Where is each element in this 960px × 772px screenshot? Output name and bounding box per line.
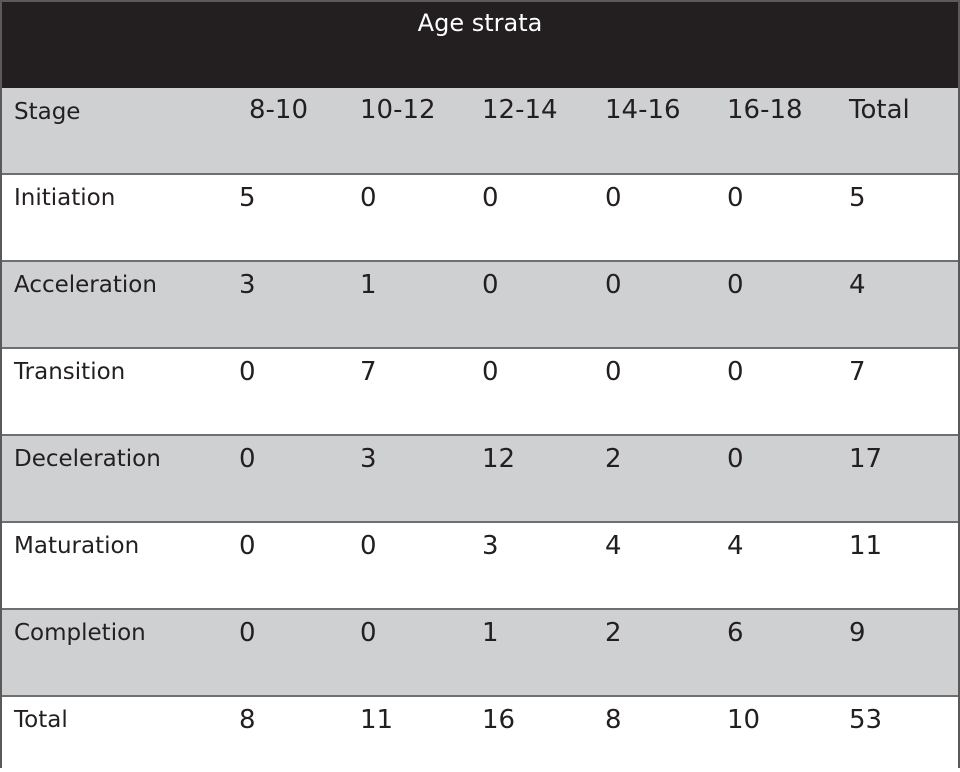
table-cell-total: 5 xyxy=(849,183,866,213)
table-cell: 0 xyxy=(605,270,622,300)
table-cell: 4 xyxy=(605,531,622,561)
table-cell: 0 xyxy=(239,357,256,387)
table-cell: 0 xyxy=(360,531,377,561)
table-header-row: Stage 8-10 10-12 12-14 14-16 16-18 Total xyxy=(2,88,958,175)
table-cell-total: 7 xyxy=(849,357,866,387)
table-cell-total: 11 xyxy=(849,531,883,561)
table-row: Initiation 5 0 0 0 0 5 xyxy=(2,175,958,262)
header-stage: Stage xyxy=(14,99,81,125)
table-cell: 2 xyxy=(605,618,622,648)
table-cell: 0 xyxy=(605,357,622,387)
header-col-8-10: 8-10 xyxy=(249,95,309,125)
table-row: Transition 0 7 0 0 0 7 xyxy=(2,349,958,436)
table-cell: 0 xyxy=(605,183,622,213)
row-stage-label: Maturation xyxy=(14,533,140,559)
table-row: Completion 0 0 1 2 6 9 xyxy=(2,610,958,697)
table-cell: 3 xyxy=(239,270,256,300)
row-stage-label: Total xyxy=(14,707,68,733)
table-title: Age strata xyxy=(2,2,958,88)
table-cell: 0 xyxy=(727,183,744,213)
table-cell: 4 xyxy=(727,531,744,561)
header-col-16-18: 16-18 xyxy=(727,95,803,125)
table-cell: 5 xyxy=(239,183,256,213)
row-stage-label: Initiation xyxy=(14,185,116,211)
table-cell: 0 xyxy=(482,183,499,213)
table-cell: 0 xyxy=(727,270,744,300)
table-cell: 7 xyxy=(360,357,377,387)
table-cell: 3 xyxy=(360,444,377,474)
table-row: Acceleration 3 1 0 0 0 4 xyxy=(2,262,958,349)
table-cell: 8 xyxy=(605,705,622,735)
table-cell: 12 xyxy=(482,444,516,474)
table-cell: 0 xyxy=(727,444,744,474)
table-cell: 0 xyxy=(360,183,377,213)
table-cell: 1 xyxy=(360,270,377,300)
table-cell: 1 xyxy=(482,618,499,648)
table-cell-total: 17 xyxy=(849,444,883,474)
table-cell: 16 xyxy=(482,705,516,735)
table-row: Deceleration 0 3 12 2 0 17 xyxy=(2,436,958,523)
row-stage-label: Transition xyxy=(14,359,126,385)
table-cell: 0 xyxy=(727,357,744,387)
table-cell-total: 9 xyxy=(849,618,866,648)
table-cell: 10 xyxy=(727,705,761,735)
table-cell: 0 xyxy=(360,618,377,648)
table-cell-total: 53 xyxy=(849,705,883,735)
header-col-14-16: 14-16 xyxy=(605,95,681,125)
header-col-10-12: 10-12 xyxy=(360,95,436,125)
table-cell: 0 xyxy=(239,531,256,561)
table-cell: 6 xyxy=(727,618,744,648)
table-cell: 11 xyxy=(360,705,394,735)
row-stage-label: Acceleration xyxy=(14,272,157,298)
table-cell: 3 xyxy=(482,531,499,561)
table-cell: 0 xyxy=(482,357,499,387)
row-stage-label: Completion xyxy=(14,620,146,646)
table-cell: 0 xyxy=(239,444,256,474)
table-cell: 0 xyxy=(482,270,499,300)
table-cell: 2 xyxy=(605,444,622,474)
table-cell-total: 4 xyxy=(849,270,866,300)
table-total-row: Total 8 11 16 8 10 53 xyxy=(2,697,958,772)
table-cell: 8 xyxy=(239,705,256,735)
row-stage-label: Deceleration xyxy=(14,446,161,472)
table-cell: 0 xyxy=(239,618,256,648)
header-col-12-14: 12-14 xyxy=(482,95,558,125)
header-col-total: Total xyxy=(849,95,910,125)
table-row: Maturation 0 0 3 4 4 11 xyxy=(2,523,958,610)
